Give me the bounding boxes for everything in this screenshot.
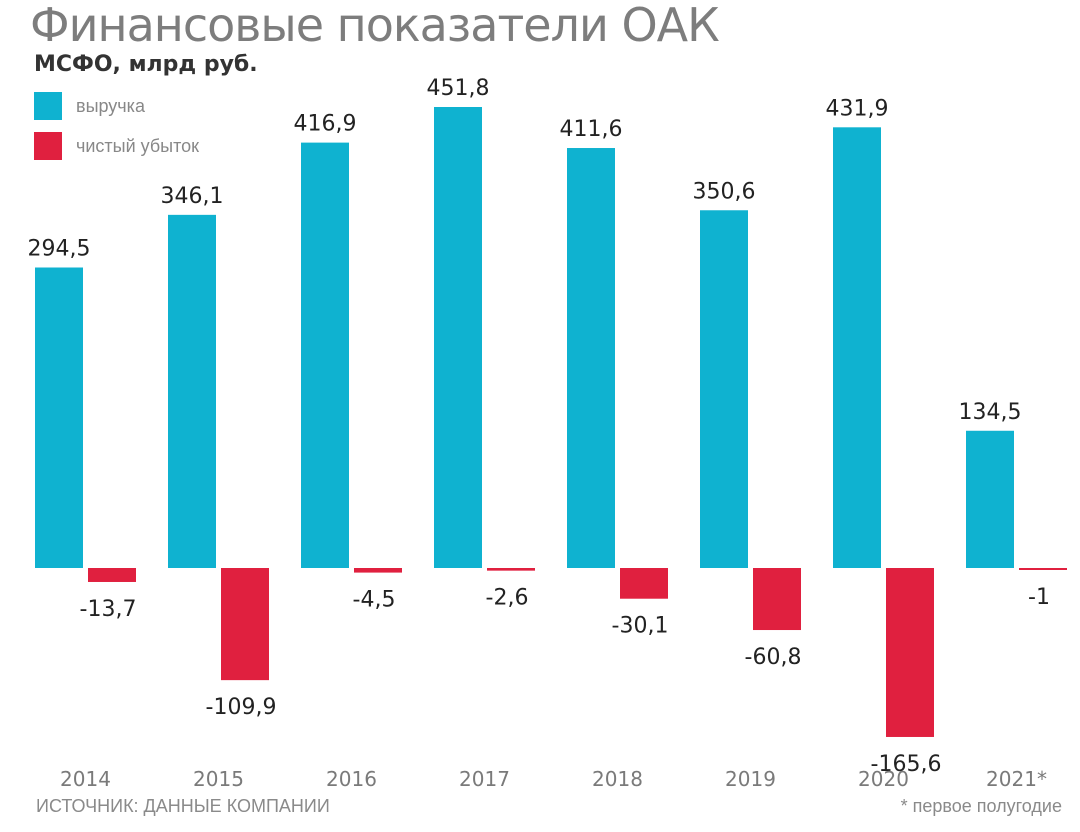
revenue-bar xyxy=(966,430,1014,568)
year-tick-label: 2021* xyxy=(986,767,1047,791)
revenue-bar xyxy=(301,142,349,569)
revenue-value-label: 294,5 xyxy=(28,237,91,262)
net-loss-bar xyxy=(620,568,668,599)
net-loss-bar xyxy=(221,568,269,681)
legend-swatch-net-loss xyxy=(34,132,62,160)
chart-subtitle: МСФО, млрд руб. xyxy=(34,52,258,77)
net-loss-value-label: -4,5 xyxy=(353,588,396,613)
net-loss-bar xyxy=(354,568,402,573)
legend-swatch-revenue xyxy=(34,92,62,120)
net-loss-value-label: -13,7 xyxy=(80,597,137,622)
net-loss-value-label: -109,9 xyxy=(206,695,277,720)
net-loss-bar xyxy=(88,568,136,582)
year-tick-label: 2020 xyxy=(858,767,909,791)
revenue-value-label: 451,8 xyxy=(427,76,490,101)
year-tick-label: 2017 xyxy=(459,767,510,791)
net-loss-value-label: -1 xyxy=(1028,585,1050,610)
net-loss-value-label: -30,1 xyxy=(612,614,669,639)
chart-title: Финансовые показатели ОАК xyxy=(30,0,720,52)
year-tick-label: 2018 xyxy=(592,767,643,791)
legend-item-revenue: выручка xyxy=(34,92,199,120)
source-note: ИСТОЧНИК: ДАННЫЕ КОМПАНИИ xyxy=(36,796,330,816)
year-tick-label: 2016 xyxy=(326,767,377,791)
legend-item-net-loss: чистый убыток xyxy=(34,132,199,160)
legend: выручка чистый убыток xyxy=(34,92,199,172)
legend-label-net-loss: чистый убыток xyxy=(76,135,200,156)
revenue-value-label: 411,6 xyxy=(560,117,623,142)
revenue-bar xyxy=(833,127,881,568)
year-tick-label: 2015 xyxy=(193,767,244,791)
revenue-bar xyxy=(700,210,748,568)
net-loss-bar xyxy=(753,568,801,631)
revenue-value-label: 346,1 xyxy=(161,184,224,209)
net-loss-value-label: -2,6 xyxy=(486,586,529,611)
year-tick-label: 2014 xyxy=(60,767,111,791)
revenue-value-label: 416,9 xyxy=(294,112,357,137)
revenue-value-label: 350,6 xyxy=(693,179,756,204)
revenue-value-label: 134,5 xyxy=(959,400,1022,425)
net-loss-value-label: -165,6 xyxy=(871,752,942,777)
net-loss-bar xyxy=(1019,568,1067,570)
footnote: * первое полугодие xyxy=(900,796,1062,816)
net-loss-bar xyxy=(886,568,934,737)
revenue-bar xyxy=(35,267,83,568)
year-tick-label: 2019 xyxy=(725,767,776,791)
revenue-bar xyxy=(168,214,216,569)
revenue-bar xyxy=(567,148,615,568)
revenue-value-label: 431,9 xyxy=(826,96,889,121)
net-loss-bar xyxy=(487,568,535,571)
net-loss-value-label: -60,8 xyxy=(745,645,802,670)
legend-label-revenue: выручка xyxy=(76,95,145,116)
revenue-bar xyxy=(434,107,482,568)
